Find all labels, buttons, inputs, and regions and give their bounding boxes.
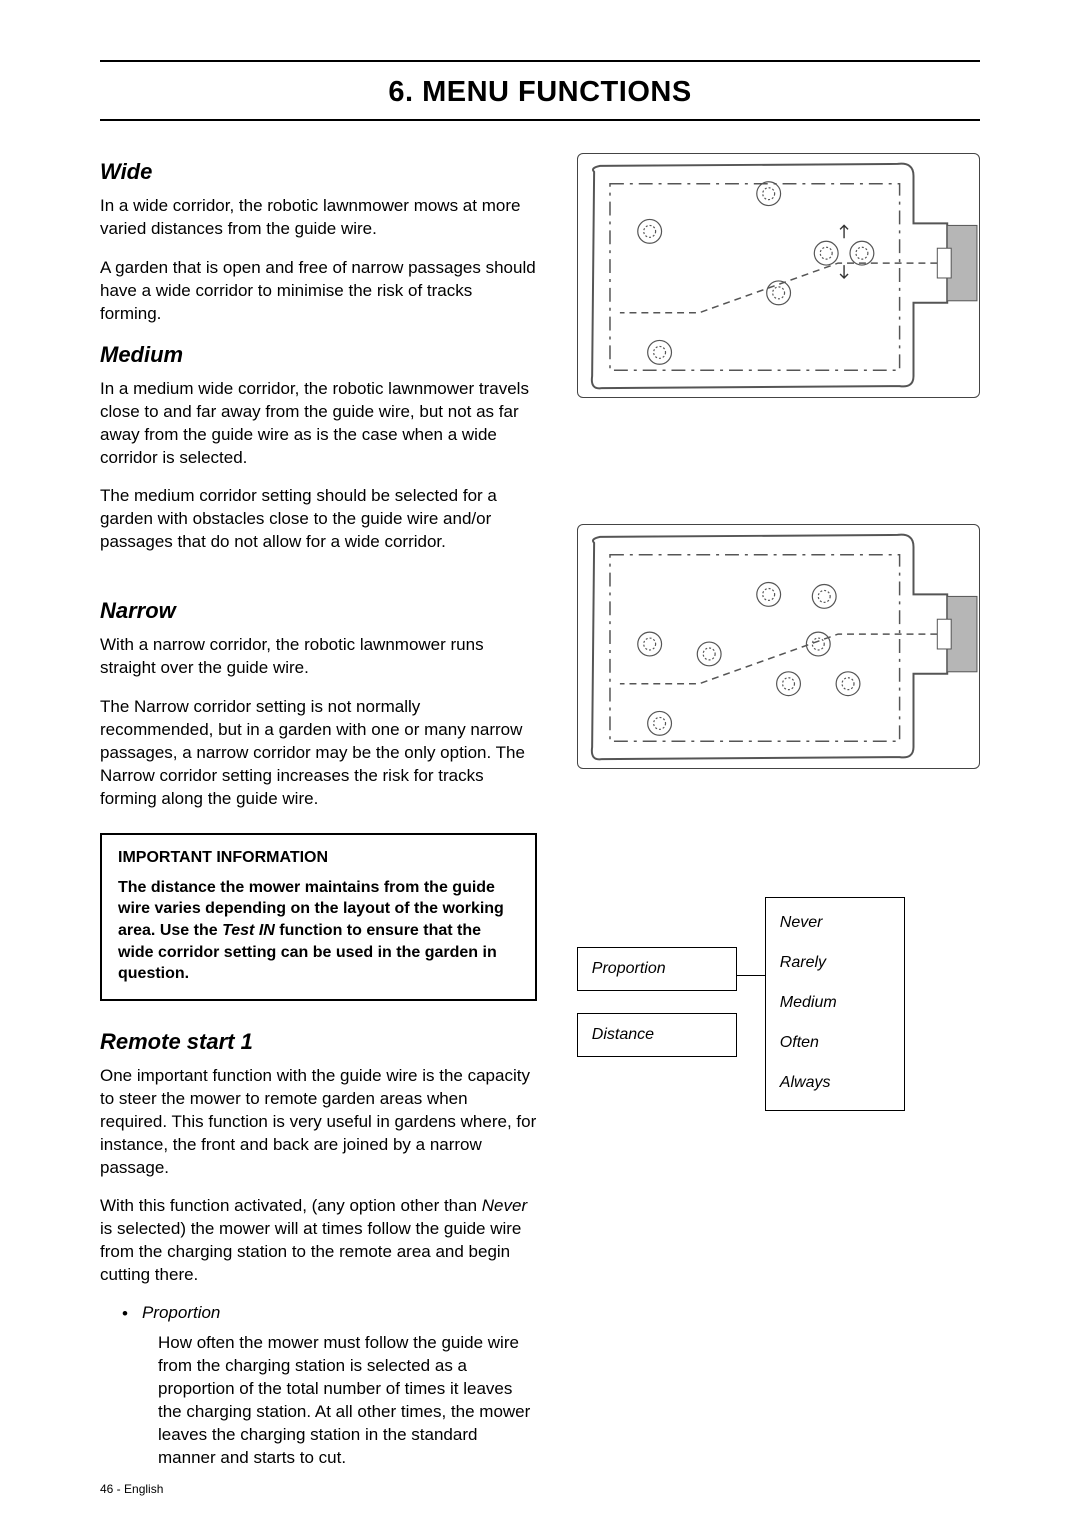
- heading-wide: Wide: [100, 159, 537, 185]
- menu-option: Always: [780, 1074, 890, 1092]
- heading-narrow: Narrow: [100, 598, 537, 624]
- menu-option: Rarely: [780, 954, 890, 972]
- chapter-title: 6. MENU FUNCTIONS: [100, 68, 980, 119]
- menu-option: Medium: [780, 994, 890, 1012]
- para: A garden that is open and free of narrow…: [100, 257, 537, 326]
- menu-option: Often: [780, 1034, 890, 1052]
- bullet-label: Proportion: [142, 1303, 220, 1326]
- heading-medium: Medium: [100, 342, 537, 368]
- diagram-wide-corridor: [577, 153, 980, 398]
- para: With a narrow corridor, the robotic lawn…: [100, 634, 537, 680]
- para: In a wide corridor, the robotic lawnmowe…: [100, 195, 537, 241]
- para: The medium corridor setting should be se…: [100, 485, 537, 554]
- para-text: is selected) the mower will at times fol…: [100, 1219, 521, 1284]
- bullet-body: How often the mower must follow the guid…: [158, 1332, 537, 1470]
- para: The Narrow corridor setting is not norma…: [100, 696, 537, 811]
- info-box-body: The distance the mower maintains from th…: [118, 877, 519, 985]
- menu-item-distance: Distance: [577, 1013, 737, 1057]
- menu-connector-line: [737, 975, 765, 976]
- menu-option: Never: [780, 914, 890, 932]
- para-em: Never: [482, 1196, 527, 1215]
- para: With this function activated, (any optio…: [100, 1195, 537, 1287]
- important-info-box: IMPORTANT INFORMATION The distance the m…: [100, 833, 537, 1001]
- para: In a medium wide corridor, the robotic l…: [100, 378, 537, 470]
- menu-item-proportion: Proportion: [577, 947, 737, 991]
- figure-column: Proportion Distance Never Rarely Medium …: [577, 153, 980, 1486]
- info-text-em: Test IN: [222, 922, 275, 939]
- page-footer: 46 - English: [100, 1482, 163, 1496]
- bullet-dot: •: [122, 1303, 128, 1326]
- diagram-narrow-corridor: [577, 524, 980, 769]
- menu-tree: Proportion Distance Never Rarely Medium …: [577, 897, 980, 1111]
- text-column: Wide In a wide corridor, the robotic law…: [100, 153, 537, 1486]
- info-box-title: IMPORTANT INFORMATION: [118, 849, 519, 867]
- heading-remote-start: Remote start 1: [100, 1029, 537, 1055]
- para: One important function with the guide wi…: [100, 1065, 537, 1180]
- menu-options-box: Never Rarely Medium Often Always: [765, 897, 905, 1111]
- para-text: With this function activated, (any optio…: [100, 1196, 482, 1215]
